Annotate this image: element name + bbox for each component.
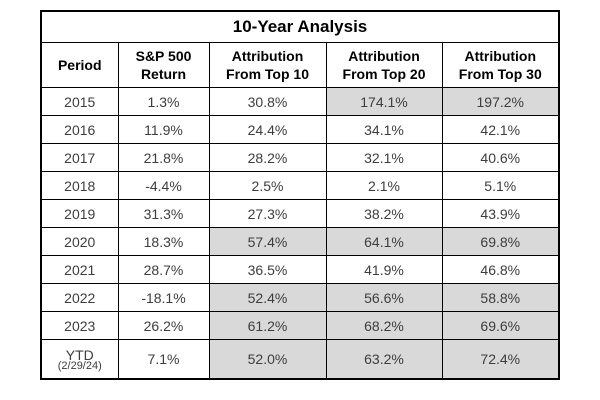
attribution-top20-cell: 2.1%: [325, 171, 443, 200]
period-cell: 2017: [40, 143, 119, 172]
column-header-attribution-top30: Attribution From Top 30: [441, 42, 560, 88]
table-row: 2023 26.2% 61.2% 68.2% 69.6%: [40, 311, 560, 340]
attribution-top10-cell: 36.5%: [208, 255, 327, 284]
table-row: 2022 -18.1% 52.4% 56.6% 58.8%: [40, 283, 560, 312]
column-header-attribution-top20: Attribution From Top 20: [325, 42, 443, 88]
sp500-return-cell: 11.9%: [117, 115, 210, 144]
column-header-attribution-top10: Attribution From Top 10: [208, 42, 327, 88]
attribution-top30-cell: 197.2%: [441, 87, 560, 116]
period-cell: 2015: [40, 87, 119, 116]
attribution-top10-cell: 52.0%: [208, 339, 327, 380]
attribution-top10-cell: 27.3%: [208, 199, 327, 228]
attribution-top20-cell: 41.9%: [325, 255, 443, 284]
attribution-top30-cell: 72.4%: [441, 339, 560, 380]
period-cell: 2019: [40, 199, 119, 228]
title-row: 10-Year Analysis: [40, 10, 560, 43]
sp500-return-cell: 18.3%: [117, 227, 210, 256]
attribution-top20-cell: 63.2%: [325, 339, 443, 380]
table-row: 2019 31.3% 27.3% 38.2% 43.9%: [40, 199, 560, 228]
period-cell: 2022: [40, 283, 119, 312]
header-row: Period S&P 500 Return Attribution From T…: [40, 42, 560, 88]
column-header-period: Period: [40, 42, 119, 88]
sp500-return-cell: -18.1%: [117, 283, 210, 312]
attribution-top20-cell: 64.1%: [325, 227, 443, 256]
period-cell: 2020: [40, 227, 119, 256]
attribution-top10-cell: 57.4%: [208, 227, 327, 256]
table-row: 2021 28.7% 36.5% 41.9% 46.8%: [40, 255, 560, 284]
attribution-top30-cell: 58.8%: [441, 283, 560, 312]
table-row: YTD (2/29/24) 7.1% 52.0% 63.2% 72.4%: [40, 339, 560, 380]
attribution-top30-cell: 69.8%: [441, 227, 560, 256]
table-row: 2016 11.9% 24.4% 34.1% 42.1%: [40, 115, 560, 144]
period-cell: YTD (2/29/24): [40, 339, 119, 380]
attribution-top20-cell: 32.1%: [325, 143, 443, 172]
attribution-top10-cell: 52.4%: [208, 283, 327, 312]
sp500-return-cell: -4.4%: [117, 171, 210, 200]
sp500-return-cell: 26.2%: [117, 311, 210, 340]
ten-year-analysis-table: 10-Year Analysis Period S&P 500 Return A…: [40, 10, 561, 380]
period-cell: 2016: [40, 115, 119, 144]
table-row: 2018 -4.4% 2.5% 2.1% 5.1%: [40, 171, 560, 200]
table-row: 2020 18.3% 57.4% 64.1% 69.8%: [40, 227, 560, 256]
sp500-return-cell: 31.3%: [117, 199, 210, 228]
attribution-top10-cell: 28.2%: [208, 143, 327, 172]
attribution-top20-cell: 174.1%: [325, 87, 443, 116]
attribution-top10-cell: 24.4%: [208, 115, 327, 144]
period-cell: 2018: [40, 171, 119, 200]
attribution-top30-cell: 46.8%: [441, 255, 560, 284]
attribution-top30-cell: 5.1%: [441, 171, 560, 200]
period-cell: 2023: [40, 311, 119, 340]
sp500-return-cell: 1.3%: [117, 87, 210, 116]
attribution-top10-cell: 30.8%: [208, 87, 327, 116]
period-cell: 2021: [40, 255, 119, 284]
table-row: 2017 21.8% 28.2% 32.1% 40.6%: [40, 143, 560, 172]
column-header-sp500-return: S&P 500 Return: [117, 42, 210, 88]
attribution-top20-cell: 56.6%: [325, 283, 443, 312]
attribution-top20-cell: 34.1%: [325, 115, 443, 144]
table-title: 10-Year Analysis: [40, 10, 560, 43]
attribution-top30-cell: 42.1%: [441, 115, 560, 144]
attribution-top30-cell: 69.6%: [441, 311, 560, 340]
sp500-return-cell: 7.1%: [117, 339, 210, 380]
attribution-top10-cell: 61.2%: [208, 311, 327, 340]
period-label: YTD: [65, 346, 94, 363]
period-sub-label: (2/29/24): [57, 359, 102, 372]
attribution-top20-cell: 38.2%: [325, 199, 443, 228]
attribution-top10-cell: 2.5%: [208, 171, 327, 200]
attribution-top20-cell: 68.2%: [325, 311, 443, 340]
sp500-return-cell: 28.7%: [117, 255, 210, 284]
sp500-return-cell: 21.8%: [117, 143, 210, 172]
table-row: 2015 1.3% 30.8% 174.1% 197.2%: [40, 87, 560, 116]
attribution-top30-cell: 43.9%: [441, 199, 560, 228]
attribution-top30-cell: 40.6%: [441, 143, 560, 172]
